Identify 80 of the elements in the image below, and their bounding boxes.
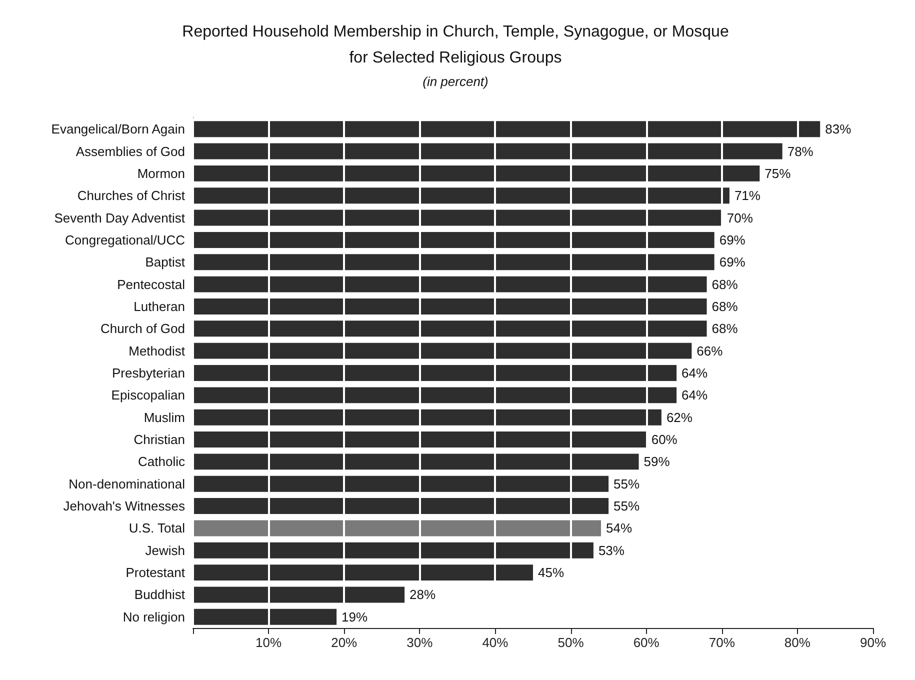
y-tick-label: Buddhist (134, 587, 186, 602)
y-tick-label: Seventh Day Adventist (54, 210, 186, 226)
x-tick-label: 30% (406, 635, 434, 650)
y-tick-label: U.S. Total (128, 520, 186, 536)
data-label: 55% (614, 498, 640, 514)
chart-subtitle: (in percent) (422, 74, 488, 89)
bar (193, 188, 730, 204)
bar (193, 476, 609, 492)
data-label: 53% (598, 542, 625, 558)
x-tick-label: 40% (482, 635, 509, 650)
y-tick-label: Episcopalian (111, 388, 185, 403)
y-tick-label: No religion (122, 609, 185, 624)
x-tick-label: 90% (860, 635, 886, 650)
y-tick-label: Church of God (100, 321, 185, 336)
bar (193, 432, 646, 448)
y-tick-label: Non-denominational (68, 476, 186, 492)
data-label: 45% (538, 565, 564, 580)
y-tick-label: Pentecostal (117, 276, 186, 292)
bar (193, 409, 662, 426)
bar (193, 210, 722, 226)
data-label: 68% (712, 276, 738, 292)
data-label: 60% (651, 432, 678, 448)
y-tick-label: Protestant (126, 565, 186, 580)
data-label: 54% (606, 520, 632, 536)
bar (193, 143, 782, 160)
y-tick-label: Christian (134, 432, 185, 448)
data-label: 83% (825, 122, 852, 137)
bar (193, 232, 714, 248)
data-label: 71% (734, 188, 761, 204)
x-tick-label: 80% (784, 635, 811, 650)
x-tick-label: 50% (558, 635, 584, 650)
x-tick-label: 70% (708, 635, 736, 650)
data-label: 59% (644, 454, 670, 470)
bar (193, 276, 707, 292)
data-label: 75% (764, 166, 792, 181)
y-tick-label: Baptist (145, 254, 186, 270)
data-label: 78% (787, 144, 814, 159)
x-tick-label: 60% (633, 635, 660, 650)
bar (193, 254, 714, 270)
data-label: 66% (696, 343, 724, 358)
data-label: 69% (719, 254, 746, 270)
bar (193, 564, 533, 581)
data-label: 64% (682, 366, 708, 380)
data-label: 70% (726, 210, 754, 226)
y-tick-label: Churches of Christ (77, 188, 186, 204)
y-tick-label: Methodist (128, 343, 186, 358)
bar (193, 542, 594, 558)
bar (193, 454, 639, 470)
data-label: 68% (712, 298, 738, 314)
data-label: 64% (682, 388, 708, 403)
y-tick-label: Muslim (144, 410, 185, 425)
bar (193, 165, 760, 182)
data-label: 62% (666, 410, 693, 425)
y-tick-label: Congregational/UCC (65, 232, 185, 248)
bar (193, 608, 337, 625)
bar (193, 586, 405, 603)
data-label: 69% (719, 232, 746, 248)
data-label: 55% (614, 476, 640, 492)
data-label: 19% (342, 609, 368, 624)
bar (193, 121, 820, 138)
bar (193, 365, 677, 381)
y-tick-label: Jehovah's Witnesses (63, 498, 186, 514)
bar (193, 387, 677, 404)
x-tick-label: 20% (331, 635, 358, 650)
bar (193, 498, 609, 514)
y-tick-label: Lutheran (134, 298, 185, 314)
bar (193, 298, 707, 314)
x-tick-label: 10% (256, 635, 282, 650)
y-tick-label: Mormon (137, 166, 185, 181)
data-label: 68% (712, 321, 738, 336)
chart-title: Reported Household Membership in Church, Temple, Synagogue, or Mosque for Selected Religious Groups (182, 24, 729, 66)
bar (193, 342, 692, 359)
y-tick-label: Presbyterian (112, 366, 185, 380)
bar (193, 320, 707, 337)
data-label: 28% (410, 587, 436, 602)
bar (193, 520, 601, 536)
y-tick-label: Catholic (138, 454, 186, 470)
y-tick-label: Jewish (145, 542, 185, 558)
y-tick-label: Assemblies of God (76, 144, 185, 159)
y-tick-label: Evangelical/Born Again (51, 122, 185, 137)
